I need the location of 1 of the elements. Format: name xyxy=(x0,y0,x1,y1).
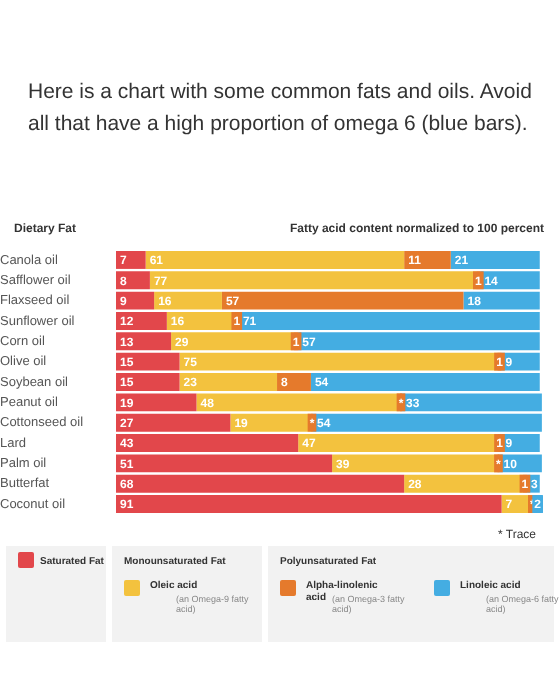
chart-title: Here is a chart with some common fats and oils. Avoid all that have a high proportion of omega 6 (blue bars). xyxy=(28,78,534,140)
